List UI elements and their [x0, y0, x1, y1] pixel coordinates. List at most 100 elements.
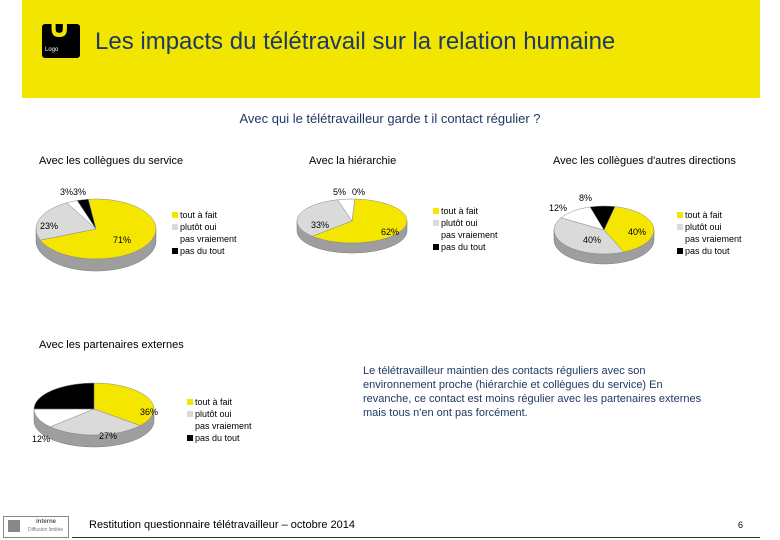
- header-banner: ∪ Logo Les impacts du télétravail sur la…: [22, 0, 760, 98]
- pie-slice-1: [93, 382, 155, 426]
- chart3-title: Avec les collègues d'autres directions: [553, 155, 736, 167]
- chart4-legend: tout à fait plutôt oui pas vraiement pas…: [187, 396, 252, 444]
- legend-swatch: [433, 244, 439, 250]
- logo-text: Logo: [45, 47, 59, 53]
- pie-slice-2: [553, 217, 625, 255]
- chart3-label-pas-du-tout: 8%: [579, 193, 593, 203]
- legend-label: pas du tout: [195, 433, 240, 443]
- legend-label: tout à fait: [441, 206, 479, 216]
- chart2-label-tout-a-fait: 62%: [381, 227, 400, 237]
- chart2-title: Avec la hiérarchie: [309, 155, 397, 167]
- legend-swatch: [677, 236, 683, 242]
- chart4-label-tout-a-fait: 36%: [140, 407, 159, 417]
- legend-label: plutôt oui: [685, 222, 722, 232]
- pie-chart-colleagues-service: [35, 198, 157, 272]
- legend-label: pas vraiement: [441, 230, 498, 240]
- page-title: Les impacts du télétravail sur la relati…: [95, 28, 616, 55]
- chart3-label-plutot-oui: 40%: [583, 235, 602, 245]
- footer-divider: [72, 537, 760, 538]
- legend-item: pas du tout: [677, 245, 742, 257]
- legend-swatch: [433, 208, 439, 214]
- chart3-label-pas-vraiement: 12%: [549, 203, 568, 213]
- legend-label: tout à fait: [180, 210, 218, 220]
- legend-label: pas vraiement: [195, 421, 252, 431]
- legend-label: plutôt oui: [195, 409, 232, 419]
- chart4-label-plutot-oui: 27%: [99, 431, 118, 441]
- chart2-legend: tout à fait plutôt oui pas vraiement pas…: [433, 205, 498, 253]
- chart1-legend: tout à fait plutôt oui pas vraiement pas…: [172, 209, 237, 257]
- legend-item: tout à fait: [187, 396, 252, 408]
- pie-slice-4: [33, 382, 95, 410]
- pie-slice-2: [35, 202, 97, 241]
- legend-item: plutôt oui: [677, 221, 742, 233]
- pie-slice-3: [337, 198, 356, 222]
- legend-item: pas du tout: [433, 241, 498, 253]
- badge-line2: Diffusion limitée: [28, 527, 64, 533]
- legend-item: tout à fait: [677, 209, 742, 221]
- legend-swatch: [187, 411, 193, 417]
- legend-item: pas vraiement: [187, 420, 252, 432]
- pie-slice-1: [603, 206, 655, 253]
- chart2-label-plutot-oui: 33%: [311, 220, 330, 230]
- legend-item: pas du tout: [187, 432, 252, 444]
- pie-chart-external-partners: [33, 382, 155, 448]
- legend-swatch: [677, 224, 683, 230]
- legend-swatch: [433, 220, 439, 226]
- chart4-label-pas-vraiement: 12%: [32, 434, 51, 444]
- legend-label: pas du tout: [441, 242, 486, 252]
- legend-label: pas du tout: [180, 246, 225, 256]
- legend-label: plutôt oui: [180, 222, 217, 232]
- legend-label: pas vraiement: [180, 234, 237, 244]
- chart2-label-pas-du-tout: 0%: [352, 187, 366, 197]
- legend-item: pas vraiement: [433, 229, 498, 241]
- legend-item: tout à fait: [433, 205, 498, 217]
- pie-slice-1: [311, 198, 408, 244]
- legend-label: pas du tout: [685, 246, 730, 256]
- smile-logo-icon: ∪: [47, 10, 72, 45]
- pie-chart-other-directions: [553, 205, 655, 265]
- legend-swatch: [172, 212, 178, 218]
- footer-text: Restitution questionnaire télétravailleu…: [89, 519, 355, 531]
- commentary-text: Le télétravailleur maintien des contacts…: [363, 365, 702, 419]
- pie-slice-4: [76, 198, 97, 230]
- legend-label: tout à fait: [685, 210, 723, 220]
- classification-badge: interne Diffusion limitée: [3, 516, 69, 538]
- pie-slice-2: [296, 199, 353, 237]
- legend-item: tout à fait: [172, 209, 237, 221]
- legend-item: pas vraiement: [172, 233, 237, 245]
- legend-swatch: [187, 435, 193, 441]
- legend-item: plutôt oui: [187, 408, 252, 420]
- legend-swatch: [187, 423, 193, 429]
- chart4-title: Avec les partenaires externes: [39, 339, 184, 351]
- legend-item: pas vraiement: [677, 233, 742, 245]
- chart1-label-tout-a-fait: 71%: [113, 235, 132, 245]
- legend-label: pas vraiement: [685, 234, 742, 244]
- chart1-label-pas-vraiement: 3%: [60, 187, 74, 197]
- chart3-label-tout-a-fait: 40%: [628, 227, 647, 237]
- pie-chart-hierarchy: [296, 198, 408, 254]
- pie-slice-2: [49, 408, 141, 436]
- chart3-legend: tout à fait plutôt oui pas vraiement pas…: [677, 209, 742, 257]
- legend-swatch: [677, 248, 683, 254]
- legend-swatch: [172, 224, 178, 230]
- chart1-title: Avec les collègues du service: [39, 155, 184, 167]
- chart2-label-pas-vraiement: 5%: [333, 187, 347, 197]
- pie-slice-4: [589, 205, 616, 231]
- chart1-label-plutot-oui: 23%: [40, 221, 59, 231]
- pie-slice-1: [39, 198, 157, 260]
- legend-swatch: [433, 232, 439, 238]
- legend-label: plutôt oui: [441, 218, 478, 228]
- legend-item: plutôt oui: [172, 221, 237, 233]
- survey-question: Avec qui le télétravailleur garde t il c…: [239, 111, 541, 126]
- badge-line1: interne: [36, 519, 57, 525]
- legend-label: tout à fait: [195, 397, 233, 407]
- company-logo: ∪ Logo: [42, 10, 80, 58]
- legend-swatch: [677, 212, 683, 218]
- lock-icon: [8, 520, 20, 532]
- chart1-label-pas-du-tout: 3%: [73, 187, 87, 197]
- legend-item: plutôt oui: [433, 217, 498, 229]
- legend-swatch: [172, 236, 178, 242]
- legend-item: pas du tout: [172, 245, 237, 257]
- legend-swatch: [187, 399, 193, 405]
- legend-swatch: [172, 248, 178, 254]
